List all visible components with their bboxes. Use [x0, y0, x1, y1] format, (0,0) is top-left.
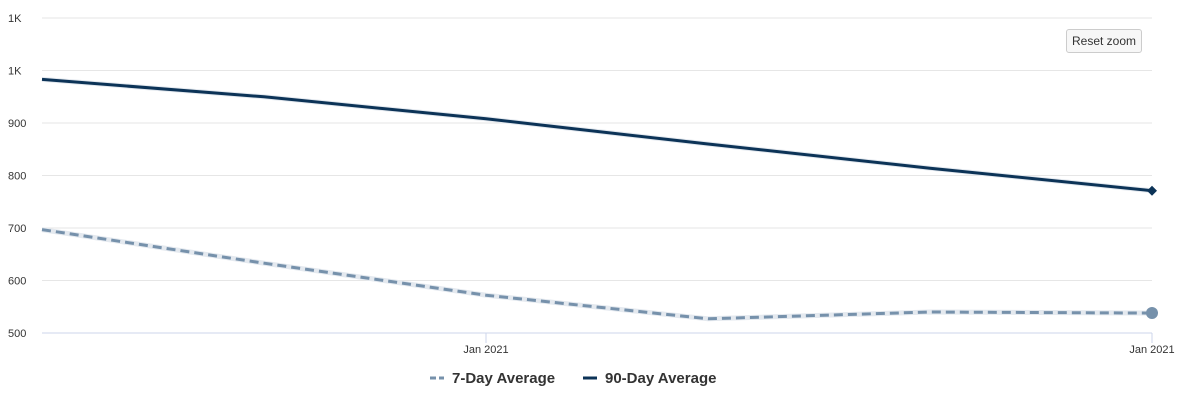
y-tick-label: 600: [8, 276, 26, 288]
series-end-marker[interactable]: [1146, 307, 1158, 320]
x-tick-label: Jan 2021: [1129, 344, 1174, 356]
series-end-marker[interactable]: [1147, 185, 1157, 196]
y-tick-label: 1K: [8, 66, 22, 78]
legend[interactable]: 7-Day Average 90-Day Average: [430, 370, 716, 387]
y-tick-label: 500: [8, 328, 26, 340]
y-tick-label: 800: [8, 171, 26, 183]
series-line-7-day-average[interactable]: [41, 228, 1153, 321]
grid-lines: [42, 17, 1152, 281]
series-line-90-day-average[interactable]: [41, 77, 1153, 193]
y-tick-label: 1K: [8, 13, 22, 25]
x-tick-label: Jan 2021: [463, 344, 508, 356]
reset-zoom-button[interactable]: Reset zoom: [1066, 29, 1142, 53]
y-tick-label: 900: [8, 118, 26, 130]
y-axis-tick-labels: 500 600 700 800 900 1K 1K: [8, 13, 26, 340]
legend-item[interactable]: 7-Day Average: [430, 370, 555, 387]
series-shadow: [41, 227, 1153, 322]
x-axis-tick-labels: Jan 2021 Jan 2021: [463, 333, 1175, 356]
y-tick-label: 700: [8, 223, 26, 235]
legend-label: 7-Day Average: [452, 370, 555, 387]
legend-item[interactable]: 90-Day Average: [583, 370, 716, 387]
series-lines: [41, 76, 1158, 322]
legend-label: 90-Day Average: [605, 370, 716, 387]
